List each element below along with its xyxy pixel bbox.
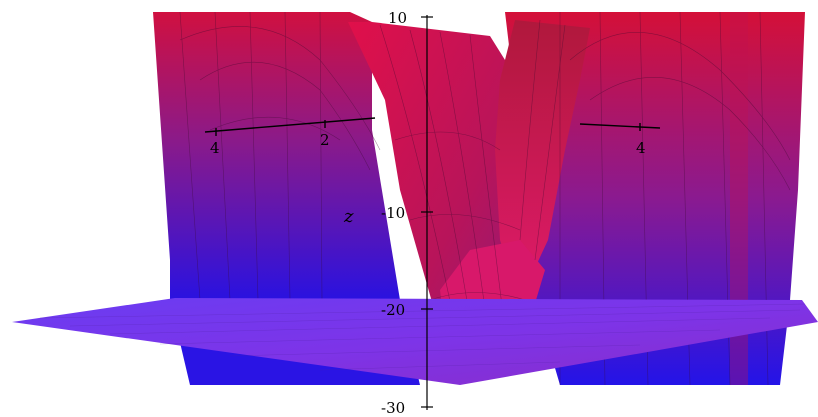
plane-grid-lines (39, 303, 806, 371)
funnel-inner-surface (495, 20, 590, 300)
z-axis-label: z (343, 206, 354, 227)
horizontal-plane (12, 298, 818, 385)
z-tick-label-neg10: -10 (381, 204, 405, 222)
right-wall-strip (730, 12, 748, 385)
z-tick-label-10: 10 (388, 9, 407, 27)
z-tick-label-neg20: -20 (381, 301, 405, 319)
horizontal-axis (204, 117, 661, 136)
right-wall-surface (505, 12, 805, 385)
z-tick-label-neg30: -30 (381, 399, 405, 417)
x-tick-label-left-inner: 2 (320, 131, 330, 149)
x-tick-label-left-outer: 4 (210, 139, 220, 157)
left-wall-surface (153, 12, 400, 300)
x-tick-label-right: 4 (636, 139, 646, 157)
z-axis (421, 15, 433, 410)
